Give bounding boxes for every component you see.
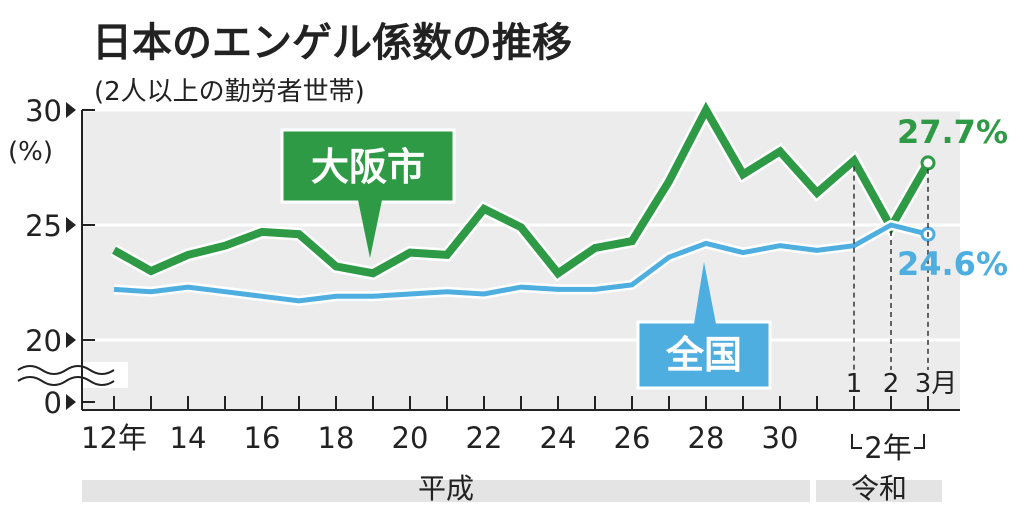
x-tick-label: 20 — [392, 421, 429, 455]
era-bar-reiwa — [816, 480, 942, 502]
x-tick-label: 24 — [540, 421, 577, 455]
x-tick-label: 30 — [762, 421, 799, 455]
label-national: 全国 — [636, 262, 772, 390]
label-osaka-text: 大阪市 — [311, 145, 425, 189]
x-tick-label: 16 — [244, 421, 281, 455]
x-tick-label: 14 — [170, 421, 207, 455]
x-tick-label: 18 — [318, 421, 355, 455]
era-label-heisei: 平成 — [418, 472, 474, 505]
era-label-reiwa: 令和 — [851, 472, 907, 505]
label-osaka: 大阪市 — [280, 128, 456, 258]
x-tick-label: 28 — [688, 421, 725, 455]
axis-break — [16, 362, 128, 388]
era-bar-heisei — [82, 480, 810, 502]
series-layer — [110, 96, 936, 306]
series-line-osaka — [112, 101, 932, 279]
plot-area — [82, 110, 960, 410]
y-tick-label-20: 20 — [25, 324, 62, 358]
x-month-label: 2 — [883, 369, 900, 399]
era-bars: 平成 令和 — [82, 472, 942, 505]
chart-subtitle: (2人以上の勤労者世帯) — [94, 77, 365, 107]
y-tick-label-25: 25 — [25, 209, 62, 243]
label-national-text: 全国 — [665, 333, 742, 377]
reiwa-guides — [853, 166, 929, 370]
x-tick-label: 26 — [614, 421, 651, 455]
reiwa-year-label: 2年 — [864, 431, 911, 465]
x-axis: 12年 14 16 18 20 22 24 26 28 30 1 2 3月 — [81, 369, 960, 455]
reiwa-year-bracket: 2年 — [851, 431, 925, 465]
y-axis: 30 25 20 0 (%) — [8, 94, 95, 420]
x-month-label: 1 — [846, 369, 863, 399]
osaka-end-value: 27.7% — [897, 113, 1008, 151]
national-end-value: 24.6% — [897, 245, 1008, 283]
x-month-label: 3月 — [915, 369, 958, 399]
x-tick-label: 22 — [466, 421, 503, 455]
series-line-national — [113, 222, 929, 304]
y-axis-unit-label: (%) — [8, 137, 53, 167]
osaka-end-point — [920, 155, 936, 171]
chart-title: 日本のエンゲル係数の推移 — [92, 20, 572, 66]
y-tick-label-0: 0 — [44, 386, 62, 420]
y-tick-label-30: 30 — [25, 94, 62, 128]
x-tick-label: 12年 — [81, 421, 147, 455]
